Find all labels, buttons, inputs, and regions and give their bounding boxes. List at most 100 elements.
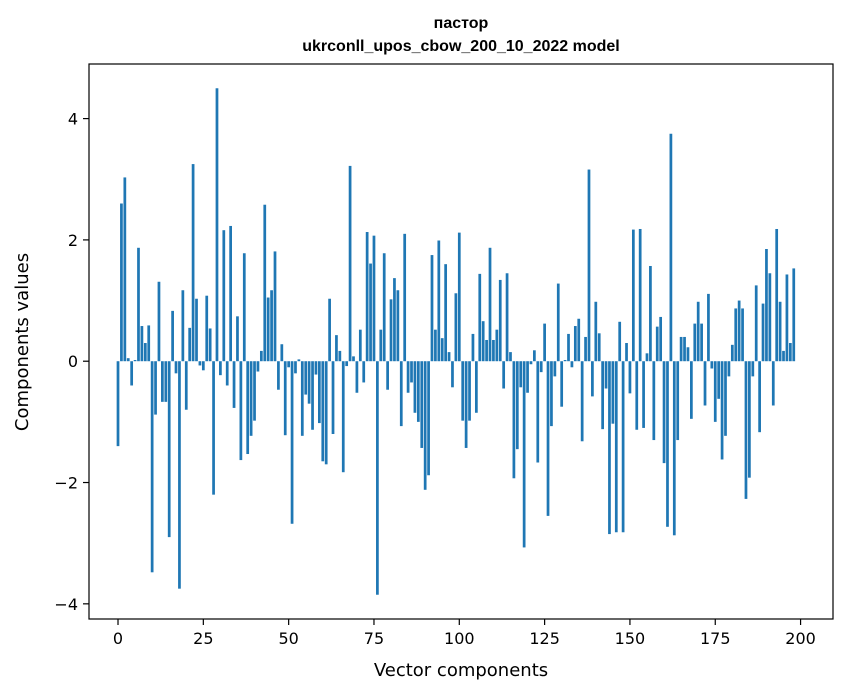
bar-27 <box>208 328 212 362</box>
bar-171 <box>700 323 703 362</box>
bar-164 <box>676 361 680 441</box>
x-tick-label: 50 <box>278 629 298 648</box>
x-tick-label: 75 <box>364 629 384 648</box>
x-tick-label: 125 <box>529 629 560 648</box>
bar-169 <box>693 323 697 362</box>
bar-144 <box>608 361 611 535</box>
bar-118 <box>519 361 523 388</box>
bar-11 <box>154 361 157 415</box>
bar-99 <box>454 293 458 362</box>
bar-53 <box>297 359 301 362</box>
bar-65 <box>338 350 342 362</box>
plot-frame <box>88 63 834 620</box>
bar-38 <box>246 361 250 455</box>
bar-157 <box>652 361 656 441</box>
bar-17 <box>174 361 178 374</box>
bar-75 <box>372 235 376 362</box>
bar-61 <box>324 361 328 465</box>
bar-96 <box>444 264 448 362</box>
bar-47 <box>277 361 280 390</box>
y-axis-label: Components values <box>12 253 33 431</box>
bar-62 <box>328 298 331 362</box>
bar-77 <box>379 329 383 362</box>
bar-167 <box>686 347 690 362</box>
y-tick-label: −2 <box>54 474 78 493</box>
bar-6 <box>137 247 140 362</box>
bar-194 <box>778 301 782 362</box>
bar-57 <box>311 361 314 430</box>
bar-88 <box>416 361 420 422</box>
bar-189 <box>761 303 765 362</box>
bar-170 <box>696 301 700 362</box>
x-tick-label: 25 <box>193 629 213 648</box>
bar-52 <box>294 361 297 374</box>
bar-1 <box>120 203 123 362</box>
bar-18 <box>178 361 181 589</box>
bar-90 <box>423 361 427 490</box>
bar-140 <box>594 301 598 362</box>
bar-50 <box>287 361 291 368</box>
y-tick-label: −4 <box>54 595 78 614</box>
bar-149 <box>625 343 628 362</box>
bar-83 <box>399 361 403 427</box>
bar-81 <box>393 278 396 362</box>
bar-20 <box>184 361 188 410</box>
bar-130 <box>560 361 564 407</box>
bar-197 <box>788 343 792 362</box>
bar-193 <box>775 228 779 362</box>
bar-86 <box>410 361 413 383</box>
x-tick-label: 0 <box>113 629 123 648</box>
bar-100 <box>457 232 461 362</box>
bar-128 <box>553 361 557 377</box>
bar-127 <box>550 361 553 427</box>
bar-78 <box>382 253 386 362</box>
bar-76 <box>376 361 379 595</box>
bar-107 <box>481 321 485 362</box>
bar-45 <box>270 290 273 362</box>
bar-10 <box>150 361 154 573</box>
bar-43 <box>263 204 267 362</box>
bar-154 <box>642 361 645 428</box>
bar-126 <box>546 361 550 516</box>
bar-49 <box>283 361 287 436</box>
bar-44 <box>266 297 270 362</box>
bar-187 <box>754 285 758 362</box>
bar-3 <box>126 358 130 362</box>
y-tick-label: 2 <box>68 231 78 250</box>
bar-12 <box>157 281 161 362</box>
bar-68 <box>348 165 352 362</box>
bar-36 <box>239 361 243 461</box>
bar-8 <box>143 343 147 362</box>
bar-181 <box>734 308 738 362</box>
bar-46 <box>273 251 277 362</box>
bar-94 <box>437 240 441 362</box>
bar-119 <box>522 361 526 548</box>
bar-160 <box>662 361 666 464</box>
bar-33 <box>229 225 232 362</box>
bar-134 <box>573 326 577 362</box>
bar-143 <box>604 361 608 389</box>
bar-104 <box>471 333 475 362</box>
bar-156 <box>649 265 652 362</box>
bar-54 <box>300 361 304 436</box>
bar-168 <box>690 361 693 419</box>
x-tick-label: 150 <box>615 629 646 648</box>
bar-58 <box>314 361 318 375</box>
bar-21 <box>188 327 192 362</box>
bar-182 <box>737 300 741 362</box>
bar-16 <box>171 310 174 362</box>
bar-109 <box>488 247 492 362</box>
bar-84 <box>403 233 407 362</box>
bar-190 <box>765 249 768 362</box>
chart-title: пастор <box>434 15 489 32</box>
bar-34 <box>232 361 236 408</box>
bar-74 <box>369 263 372 362</box>
bar-73 <box>365 232 369 362</box>
bar-98 <box>451 361 454 388</box>
bar-136 <box>580 361 584 442</box>
bar-5 <box>133 360 137 362</box>
bar-60 <box>321 361 325 462</box>
bar-165 <box>679 336 683 362</box>
bar-40 <box>253 361 256 421</box>
